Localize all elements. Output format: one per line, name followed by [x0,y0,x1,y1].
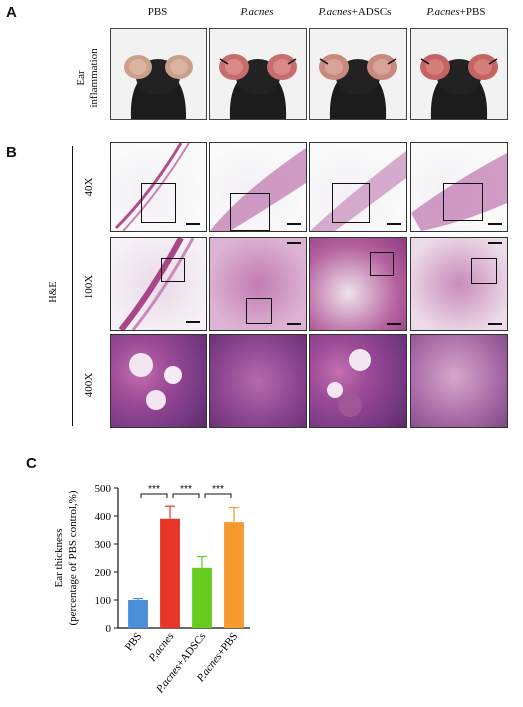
significance-label-0: *** [148,484,160,495]
stain-label: H&E [48,281,59,303]
zoom-box [471,258,497,284]
significance-bracket-1 [172,493,200,498]
scale-bar [387,323,401,325]
scale-bar [488,242,502,244]
panel-label-c: C [26,455,37,472]
column-label-pbs: PBS [147,6,168,18]
y-tick-label: 300 [95,539,112,551]
significance-bracket-0 [140,493,168,498]
y-axis-label-units: (percentage of PBS control,%) [67,490,79,625]
panel-label-b: B [6,144,17,161]
scale-bar [287,242,301,244]
column-label-pacnes: P.acnes [240,6,274,18]
category-label-0: PBS [123,630,145,653]
y-tick-label: 200 [95,567,112,579]
bar-2 [192,567,212,628]
mouse-photo-pacnes-pbs [410,28,508,120]
mouse-photo-pbs [110,28,207,120]
significance-label-2: *** [212,484,224,495]
histology-40x-pacnes-pbs [410,142,508,232]
histology-40x-pacnes [209,142,307,232]
scale-bar [186,321,200,323]
zoom-box [161,258,185,282]
column-label-pacnes-pbs: P.acnes+PBS [426,6,486,18]
column-label-pacnes-adscs: P.acnes+ADSCs [318,6,392,18]
bar-0 [128,600,148,628]
histology-100x-pacnes-adscs [309,237,407,331]
zoom-box [141,183,176,223]
significance-bracket-2 [204,493,232,498]
mouse-photo-pacnes [209,28,307,120]
y-tick-label: 400 [95,511,112,523]
histology-40x-pacnes-adscs [309,142,407,232]
histology-40x-pbs [110,142,207,232]
scale-bar [488,223,502,225]
bar-chart: 0 100 200 300 400 500 Ear thickness (percentage… [53,483,250,696]
significance-label-1: *** [180,484,192,495]
histology-100x-pacnes-pbs [410,237,508,331]
scale-bar [488,323,502,325]
scale-bar [287,323,301,325]
histology-400x-pacnes [209,334,307,428]
row-label-ear-inflammation: Ear inflammation [75,48,100,108]
histology-100x-pbs [110,237,207,331]
zoom-box [332,183,370,223]
zoom-box [230,193,270,231]
y-axis-label: Ear thickness [53,529,65,588]
histology-100x-pacnes [209,237,307,331]
category-label-1: P.acnes [146,630,176,664]
scale-bar [186,223,200,225]
panel-label-a: A [6,4,17,21]
zoom-box [246,298,272,324]
scale-bar [387,223,401,225]
scale-bar [287,223,301,225]
bar-3 [224,522,244,628]
zoom-box [443,183,483,221]
mouse-photo-pacnes-adscs [309,28,407,120]
y-tick-label: 100 [95,595,112,607]
row-group-bracket [72,146,73,426]
histology-400x-pbs [110,334,207,428]
magnification-label-400x: 400X [83,372,95,398]
zoom-box [370,252,394,276]
magnification-label-40x: 40X [83,177,95,197]
histology-400x-pacnes-adscs [309,334,407,428]
y-tick-label: 500 [95,483,112,495]
bar-1 [160,518,180,628]
magnification-label-100x: 100X [83,274,95,300]
histology-400x-pacnes-pbs [410,334,508,428]
y-tick-label: 0 [106,623,112,635]
